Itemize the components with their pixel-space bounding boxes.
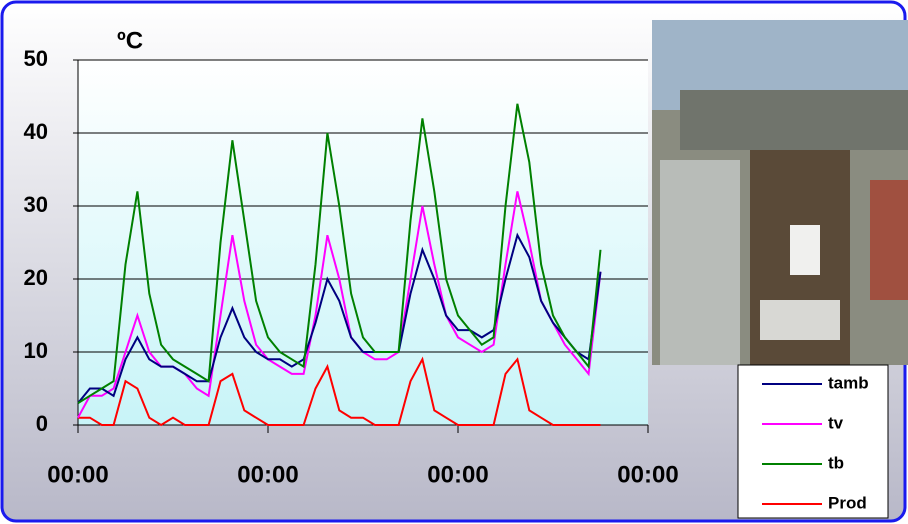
x-tick-label: 00:00: [427, 461, 488, 488]
plot-area: [78, 60, 648, 425]
photo: [652, 20, 908, 365]
legend-label: Prod: [828, 493, 867, 512]
y-tick-label: 10: [24, 338, 48, 363]
y-tick-label: 40: [24, 119, 48, 144]
legend-label: tv: [828, 413, 844, 432]
y-tick-label: 20: [24, 265, 48, 290]
y-axis-unit: ºC: [117, 27, 143, 54]
y-tick-label: 30: [24, 192, 48, 217]
series-line: [78, 356, 601, 427]
series-line: [77, 103, 602, 404]
y-tick-label: 50: [24, 46, 48, 71]
x-tick-label: 00:00: [237, 461, 298, 488]
legend-label: tb: [828, 453, 844, 472]
legend: [737, 364, 889, 519]
series-line: [77, 232, 602, 404]
legend-label: tamb: [828, 373, 869, 392]
y-tick-label: 0: [36, 411, 48, 436]
x-tick-label: 00:00: [617, 461, 678, 488]
x-tick-label: 00:00: [47, 461, 108, 488]
